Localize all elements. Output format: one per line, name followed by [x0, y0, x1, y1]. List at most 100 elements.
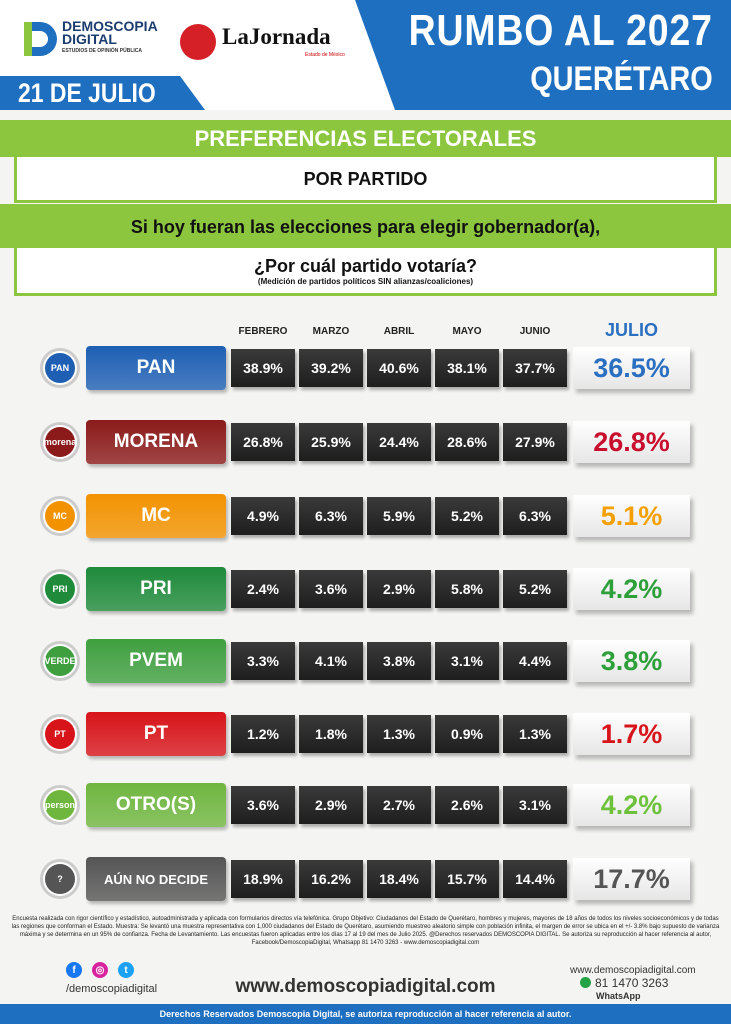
month-value: 27.9% — [503, 423, 567, 461]
question-intro: Si hoy fueran las elecciones para elegir… — [0, 204, 731, 248]
col-header: MARZO — [312, 326, 350, 337]
month-value: 28.6% — [435, 423, 499, 461]
table-row: MC MC 4.9% 6.3% 5.9% 5.2% 6.3% 5.1% — [0, 493, 731, 543]
party-label: MORENA — [86, 420, 226, 464]
section-banner: PREFERENCIAS ELECTORALES — [0, 120, 731, 157]
question: ¿Por cuál partido votaría? — [253, 256, 478, 276]
party-logo-text: PRI — [45, 574, 75, 604]
header-title-panel — [355, 0, 731, 110]
date-text: 21 DE JULIO — [18, 78, 156, 108]
month-value: 2.6% — [435, 786, 499, 824]
month-value: 3.3% — [231, 642, 295, 680]
month-value: 24.4% — [367, 423, 431, 461]
col-header: ABRIL — [383, 326, 415, 337]
current-value: 5.1% — [573, 495, 690, 537]
current-value: 1.7% — [573, 713, 690, 755]
month-value: 2.9% — [367, 570, 431, 608]
month-value: 40.6% — [367, 349, 431, 387]
current-value: 36.5% — [573, 347, 690, 389]
brand-tagline: ESTUDIOS DE OPINIÓN PÚBLICA — [62, 48, 143, 54]
month-value: 4.1% — [299, 642, 363, 680]
col-header: MAYO — [452, 326, 482, 337]
month-value: 1.2% — [231, 715, 295, 753]
question-note: (Medición de partidos políticos SIN alia… — [257, 277, 474, 286]
question-box: ¿Por cuál partido votaría? (Medición de … — [14, 248, 717, 296]
table-row: person OTRO(S) 3.6% 2.9% 2.7% 2.6% 3.1% 4.2% — [0, 782, 731, 832]
party-label: PRI — [86, 567, 226, 611]
month-value: 39.2% — [299, 349, 363, 387]
party-logo-icon: VERDE — [40, 641, 80, 681]
social-handle: /demoscopiadigital — [66, 983, 158, 995]
month-value: 2.9% — [299, 786, 363, 824]
table-row: ? AÚN NO DECIDE 18.9% 16.2% 18.4% 15.7% 14.4% 1… — [0, 856, 731, 906]
website-small[interactable]: www.demoscopiadigital.com — [570, 965, 696, 976]
month-value: 4.9% — [231, 497, 295, 535]
whatsapp-phone: 81 1470 3263 — [580, 976, 668, 990]
table-row: morena MORENA 26.8% 25.9% 24.4% 28.6% 27.9% 26.… — [0, 419, 731, 469]
month-value: 5.8% — [435, 570, 499, 608]
current-value: 4.2% — [573, 784, 690, 826]
party-logo-text: MC — [45, 501, 75, 531]
demoscopia-logo-icon — [24, 22, 57, 56]
table-row: PT PT 1.2% 1.8% 1.3% 0.9% 1.3% 1.7% — [0, 711, 731, 761]
month-value: 26.8% — [231, 423, 295, 461]
party-label: AÚN NO DECIDE — [86, 857, 226, 901]
month-value: 5.2% — [435, 497, 499, 535]
month-value: 18.9% — [231, 860, 295, 898]
whatsapp-label: WhatsApp — [596, 991, 641, 1001]
month-value: 1.3% — [503, 715, 567, 753]
month-value: 2.4% — [231, 570, 295, 608]
month-value: 1.8% — [299, 715, 363, 753]
la-jornada-logo-icon — [180, 24, 216, 60]
col-header: FEBRERO — [238, 326, 288, 337]
facebook-icon[interactable]: f — [66, 962, 82, 978]
party-label: PVEM — [86, 639, 226, 683]
social-icons: f ◎ t — [66, 962, 134, 978]
partner-name: LaJornada — [222, 24, 331, 49]
party-logo-icon: ? — [40, 859, 80, 899]
brand-name: DEMOSCOPIA DIGITAL — [62, 18, 158, 47]
party-label: PT — [86, 712, 226, 756]
subtitle: QUERÉTARO — [530, 60, 713, 98]
month-value: 14.4% — [503, 860, 567, 898]
party-label: OTRO(S) — [86, 783, 226, 827]
party-logo-text: PAN — [45, 353, 75, 383]
month-value: 1.3% — [367, 715, 431, 753]
party-logo-icon: person — [40, 785, 80, 825]
month-value: 2.7% — [367, 786, 431, 824]
month-value: 37.7% — [503, 349, 567, 387]
month-value: 3.1% — [435, 642, 499, 680]
instagram-icon[interactable]: ◎ — [92, 962, 108, 978]
col-header-current: JULIO — [604, 320, 658, 340]
date-badge: 21 DE JULIO — [0, 76, 205, 110]
month-value: 5.9% — [367, 497, 431, 535]
party-logo-text: morena — [44, 427, 76, 457]
twitter-icon[interactable]: t — [118, 962, 134, 978]
month-value: 5.2% — [503, 570, 567, 608]
current-value: 4.2% — [573, 568, 690, 610]
website-link[interactable]: www.demoscopiadigital.com — [235, 976, 496, 997]
party-logo-text: person — [45, 790, 75, 820]
month-value: 0.9% — [435, 715, 499, 753]
methodology-note: Encuesta realizada con rigor científico … — [11, 916, 720, 946]
month-value: 38.9% — [231, 349, 295, 387]
current-value: 3.8% — [573, 640, 690, 682]
month-value: 6.3% — [503, 497, 567, 535]
month-value: 4.4% — [503, 642, 567, 680]
party-logo-text: ? — [45, 864, 75, 894]
current-value: 26.8% — [573, 421, 690, 463]
party-logo-icon: PT — [40, 714, 80, 754]
month-value: 3.6% — [299, 570, 363, 608]
party-label: MC — [86, 494, 226, 538]
rights-bar: Derechos Reservados Demoscopia Digital, … — [0, 1004, 731, 1024]
party-logo-icon: morena — [40, 422, 80, 462]
party-logo-text: PT — [45, 719, 75, 749]
month-value: 18.4% — [367, 860, 431, 898]
month-value: 3.8% — [367, 642, 431, 680]
col-header: JUNIO — [519, 326, 551, 337]
month-value: 38.1% — [435, 349, 499, 387]
month-value: 16.2% — [299, 860, 363, 898]
table-row: PRI PRI 2.4% 3.6% 2.9% 5.8% 5.2% 4.2% — [0, 566, 731, 616]
party-logo-icon: PRI — [40, 569, 80, 609]
month-value: 15.7% — [435, 860, 499, 898]
